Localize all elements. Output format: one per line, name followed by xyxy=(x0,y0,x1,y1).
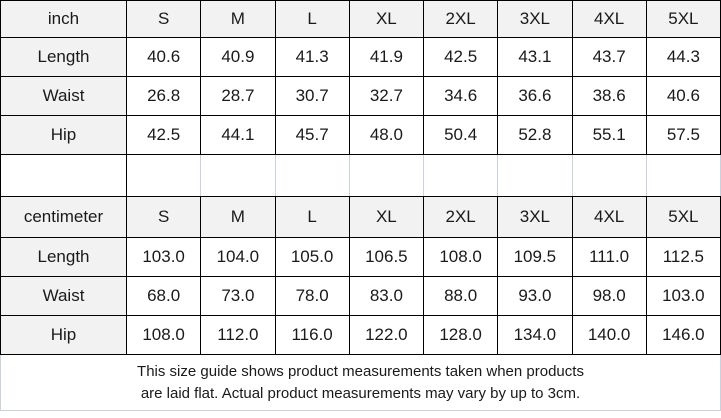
measurement-cell: 40.6 xyxy=(125,37,202,77)
measurement-cell: 78.0 xyxy=(274,276,350,316)
measurement-cell: 109.5 xyxy=(497,237,573,277)
size-col-header: 5XL xyxy=(645,196,721,238)
size-col-header: XL xyxy=(348,196,425,238)
measurement-cell: 106.5 xyxy=(348,237,425,277)
size-col-header: 2XL xyxy=(422,0,499,38)
measurement-cell: 116.0 xyxy=(274,315,350,355)
measurement-cell: 105.0 xyxy=(274,237,350,277)
measurement-cell: 28.7 xyxy=(200,76,276,116)
measurement-cell: 32.7 xyxy=(348,76,425,116)
size-col-header: M xyxy=(200,196,276,238)
measurement-cell: 34.6 xyxy=(422,76,499,116)
measurement-cell: 103.0 xyxy=(125,237,202,277)
spacer-cell xyxy=(498,155,573,196)
size-table-inch: inch S M L XL 2XL 3XL 4XL 5XL Length 40.… xyxy=(0,0,721,155)
measurement-cell: 57.5 xyxy=(645,115,721,155)
table-row: Waist 26.8 28.7 30.7 32.7 34.6 36.6 38.6… xyxy=(0,76,721,116)
measurement-cell: 44.1 xyxy=(200,115,276,155)
measurement-cell: 88.0 xyxy=(422,276,499,316)
size-col-header: M xyxy=(200,0,276,38)
spacer-row xyxy=(0,155,721,196)
measurement-cell: 26.8 xyxy=(125,76,202,116)
footer-note-line1: This size guide shows product measuremen… xyxy=(137,362,584,380)
size-col-header: XL xyxy=(348,0,425,38)
measurement-cell: 98.0 xyxy=(571,276,647,316)
row-label-length: Length xyxy=(0,237,127,277)
spacer-cell xyxy=(127,155,202,196)
row-label-waist: Waist xyxy=(0,76,127,116)
measurement-cell: 146.0 xyxy=(645,315,721,355)
spacer-cell xyxy=(276,155,350,196)
size-col-header: 3XL xyxy=(497,196,573,238)
measurement-cell: 48.0 xyxy=(348,115,425,155)
measurement-cell: 38.6 xyxy=(571,76,647,116)
table-row: Length 103.0 104.0 105.0 106.5 108.0 109… xyxy=(0,237,721,277)
spacer-cell xyxy=(1,155,127,196)
measurement-cell: 30.7 xyxy=(274,76,350,116)
size-col-header: S xyxy=(125,196,202,238)
row-label-waist: Waist xyxy=(0,276,127,316)
inch-header-row: inch S M L XL 2XL 3XL 4XL 5XL xyxy=(0,0,721,38)
measurement-cell: 112.0 xyxy=(200,315,276,355)
row-label-length: Length xyxy=(0,37,127,77)
size-col-header: 4XL xyxy=(571,0,647,38)
measurement-cell: 73.0 xyxy=(200,276,276,316)
cm-header-row: centimeter S M L XL 2XL 3XL 4XL 5XL xyxy=(0,196,721,238)
measurement-cell: 40.9 xyxy=(200,37,276,77)
measurement-cell: 128.0 xyxy=(422,315,499,355)
table-row: Hip 42.5 44.1 45.7 48.0 50.4 52.8 55.1 5… xyxy=(0,115,721,155)
footer-note-line2: are laid flat. Actual product measuremen… xyxy=(140,384,581,402)
footer-note: This size guide shows product measuremen… xyxy=(0,355,721,411)
size-col-header: 2XL xyxy=(422,196,499,238)
measurement-cell: 43.7 xyxy=(571,37,647,77)
measurement-cell: 41.9 xyxy=(348,37,425,77)
size-table-centimeter: centimeter S M L XL 2XL 3XL 4XL 5XL Leng… xyxy=(0,196,721,355)
table-row: Length 40.6 40.9 41.3 41.9 42.5 43.1 43.… xyxy=(0,37,721,77)
spacer-cell xyxy=(350,155,424,196)
unit-label-centimeter: centimeter xyxy=(0,196,127,238)
measurement-cell: 93.0 xyxy=(497,276,573,316)
measurement-cell: 83.0 xyxy=(348,276,425,316)
measurement-cell: 140.0 xyxy=(571,315,647,355)
measurement-cell: 41.3 xyxy=(274,37,350,77)
measurement-cell: 104.0 xyxy=(200,237,276,277)
measurement-cell: 112.5 xyxy=(645,237,721,277)
size-col-header: 4XL xyxy=(571,196,647,238)
table-row: Hip 108.0 112.0 116.0 122.0 128.0 134.0 … xyxy=(0,315,721,355)
spacer-cell xyxy=(201,155,276,196)
measurement-cell: 44.3 xyxy=(645,37,721,77)
measurement-cell: 55.1 xyxy=(571,115,647,155)
measurement-cell: 40.6 xyxy=(645,76,721,116)
table-row: Waist 68.0 73.0 78.0 83.0 88.0 93.0 98.0… xyxy=(0,276,721,316)
spacer-cell xyxy=(573,155,647,196)
row-label-hip: Hip xyxy=(0,315,127,355)
measurement-cell: 52.8 xyxy=(497,115,573,155)
size-col-header: L xyxy=(274,0,350,38)
measurement-cell: 42.5 xyxy=(422,37,499,77)
size-col-header: 5XL xyxy=(645,0,721,38)
size-col-header: 3XL xyxy=(497,0,573,38)
measurement-cell: 134.0 xyxy=(497,315,573,355)
measurement-cell: 43.1 xyxy=(497,37,573,77)
spacer-cell xyxy=(647,155,721,196)
measurement-cell: 45.7 xyxy=(274,115,350,155)
measurement-cell: 108.0 xyxy=(125,315,202,355)
measurement-cell: 68.0 xyxy=(125,276,202,316)
measurement-cell: 36.6 xyxy=(497,76,573,116)
measurement-cell: 111.0 xyxy=(571,237,647,277)
size-col-header: S xyxy=(125,0,202,38)
measurement-cell: 42.5 xyxy=(125,115,202,155)
size-col-header: L xyxy=(274,196,350,238)
spacer-cell xyxy=(424,155,499,196)
unit-label-inch: inch xyxy=(0,0,127,38)
row-label-hip: Hip xyxy=(0,115,127,155)
measurement-cell: 108.0 xyxy=(422,237,499,277)
measurement-cell: 122.0 xyxy=(348,315,425,355)
measurement-cell: 103.0 xyxy=(645,276,721,316)
measurement-cell: 50.4 xyxy=(422,115,499,155)
